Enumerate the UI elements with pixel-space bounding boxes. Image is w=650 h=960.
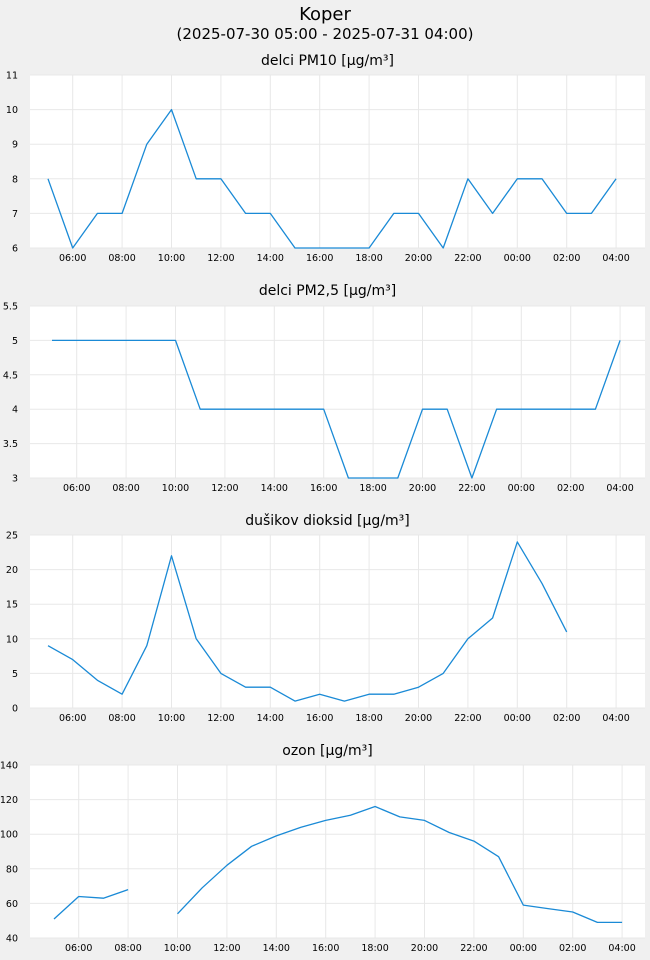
- x-tick-label: 14:00: [263, 943, 290, 954]
- x-tick-label: 18:00: [359, 483, 386, 494]
- x-tick-label: 18:00: [361, 943, 388, 954]
- chart-title-pm10: delci PM10 [µg/m³]: [261, 53, 394, 69]
- y-tick-label: 6: [12, 244, 18, 255]
- y-tick-label: 5.5: [3, 302, 18, 313]
- x-tick-label: 06:00: [59, 253, 86, 264]
- x-tick-label: 10:00: [164, 943, 191, 954]
- y-tick-label: 4: [12, 405, 18, 416]
- x-tick-label: 20:00: [405, 253, 432, 264]
- x-tick-label: 00:00: [504, 713, 531, 724]
- y-tick-label: 5: [12, 336, 18, 347]
- x-tick-label: 16:00: [310, 483, 337, 494]
- chart-pm10: delci PM10 [µg/m³] 6 7 8 9 10 11 06:00 08:00 10:0…: [6, 53, 645, 264]
- y-tick-label: 7: [12, 209, 18, 220]
- y-tick-label: 3: [12, 474, 18, 485]
- x-tick-label: 22:00: [460, 943, 487, 954]
- x-tick-label: 22:00: [454, 253, 481, 264]
- y-tick-label: 100: [0, 830, 18, 841]
- x-tick-label: 08:00: [114, 943, 141, 954]
- x-tick-label: 00:00: [508, 483, 535, 494]
- x-tick-label: 04:00: [602, 713, 629, 724]
- series-line-pm10: [47, 108, 617, 249]
- y-tick-label: 140: [0, 761, 18, 772]
- x-tick-label: 12:00: [207, 713, 234, 724]
- x-tick-label: 10:00: [158, 713, 185, 724]
- page-subtitle: (2025-07-30 05:00 - 2025-07-31 04:00): [176, 25, 474, 43]
- plot-area-no2: [30, 535, 645, 708]
- x-tick-label: 02:00: [557, 483, 584, 494]
- x-tick-label: 12:00: [207, 253, 234, 264]
- x-tick-label: 08:00: [108, 253, 135, 264]
- chart-ozone: ozon [µg/m³] 40 60 80 100 120 140 06:00 08:00 10:…: [0, 743, 645, 954]
- y-tick-label: 3.5: [3, 439, 18, 450]
- x-tick-label: 14:00: [257, 713, 284, 724]
- y-tick-label: 0: [12, 704, 18, 715]
- x-tick-label: 06:00: [59, 713, 86, 724]
- y-tick-label: 9: [12, 140, 18, 151]
- x-tick-label: 08:00: [112, 483, 139, 494]
- plot-area-ozone: [30, 765, 645, 938]
- x-tick-label: 14:00: [257, 253, 284, 264]
- series-line-ozone: [53, 888, 129, 920]
- series-line-pm25: [52, 339, 621, 479]
- y-tick-label: 8: [12, 174, 18, 185]
- x-tick-label: 16:00: [306, 713, 333, 724]
- chart-no2: dušikov dioksid [µg/m³] 0 5 10 15 20 25 06:00 08…: [6, 513, 645, 724]
- page-title: Koper: [299, 4, 351, 25]
- y-tick-label: 10: [6, 634, 18, 645]
- x-tick-label: 02:00: [559, 943, 586, 954]
- chart-title-no2: dušikov dioksid [µg/m³]: [245, 513, 410, 529]
- y-tick-label: 5: [12, 669, 18, 680]
- x-tick-label: 04:00: [602, 253, 629, 264]
- x-tick-label: 06:00: [63, 483, 90, 494]
- x-tick-label: 20:00: [405, 713, 432, 724]
- y-tick-label: 11: [6, 71, 18, 82]
- x-tick-label: 14:00: [261, 483, 288, 494]
- x-tick-label: 10:00: [158, 253, 185, 264]
- series-line-no2: [47, 541, 568, 702]
- x-tick-label: 20:00: [409, 483, 436, 494]
- x-tick-label: 16:00: [306, 253, 333, 264]
- y-tick-label: 80: [6, 864, 18, 875]
- chart-pm25: delci PM2,5 [µg/m³] 3 3.5 4 4.5 5 5.5 06:00 08:0…: [3, 283, 645, 494]
- x-tick-label: 20:00: [411, 943, 438, 954]
- x-tick-label: 18:00: [355, 713, 382, 724]
- x-tick-label: 22:00: [454, 713, 481, 724]
- x-tick-label: 22:00: [458, 483, 485, 494]
- y-tick-label: 120: [0, 795, 18, 806]
- y-tick-label: 10: [6, 105, 18, 116]
- x-tick-label: 12:00: [211, 483, 238, 494]
- x-tick-label: 08:00: [108, 713, 135, 724]
- x-tick-label: 02:00: [553, 253, 580, 264]
- x-tick-label: 00:00: [510, 943, 537, 954]
- x-tick-label: 00:00: [504, 253, 531, 264]
- x-tick-label: 10:00: [162, 483, 189, 494]
- x-tick-label: 16:00: [312, 943, 339, 954]
- y-tick-label: 25: [6, 531, 18, 542]
- x-tick-label: 06:00: [65, 943, 92, 954]
- plot-area-pm25: [30, 306, 645, 478]
- plot-area-pm10: [30, 75, 645, 248]
- x-tick-label: 04:00: [606, 483, 633, 494]
- x-tick-label: 02:00: [553, 713, 580, 724]
- chart-title-pm25: delci PM2,5 [µg/m³]: [259, 283, 396, 299]
- x-tick-label: 18:00: [355, 253, 382, 264]
- y-tick-label: 20: [6, 565, 18, 576]
- y-tick-label: 40: [6, 934, 18, 945]
- x-tick-label: 04:00: [608, 943, 635, 954]
- y-tick-label: 4.5: [3, 370, 18, 381]
- series-line-ozone: [177, 805, 623, 924]
- y-tick-label: 15: [6, 600, 18, 611]
- x-tick-label: 12:00: [213, 943, 240, 954]
- y-tick-label: 60: [6, 899, 18, 910]
- chart-title-ozone: ozon [µg/m³]: [282, 743, 373, 759]
